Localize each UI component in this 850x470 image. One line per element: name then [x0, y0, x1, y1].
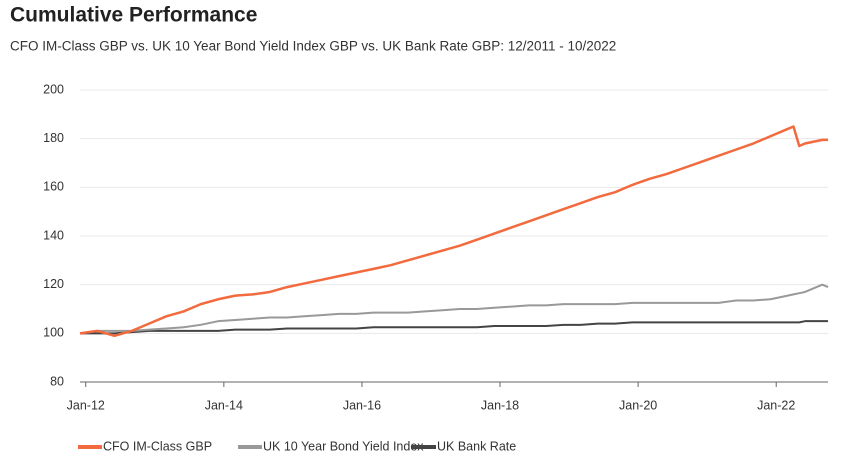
- series-line: [79, 125, 828, 338]
- x-tick-label: Jan-18: [481, 398, 519, 412]
- chart-title: Cumulative Performance: [10, 4, 257, 27]
- y-tick-label: 80: [50, 374, 64, 388]
- legend-label: UK Bank Rate: [437, 439, 516, 453]
- y-tick-label: 100: [43, 326, 64, 340]
- x-tick-label: Jan-14: [205, 398, 243, 412]
- y-tick-label: 120: [43, 277, 64, 291]
- y-tick-label: 180: [43, 131, 64, 145]
- y-tick-label: 140: [43, 228, 64, 242]
- series-line: [80, 320, 828, 335]
- series-line: [79, 283, 829, 335]
- x-tick-label: Jan-16: [343, 398, 381, 412]
- chart-subtitle: CFO IM-Class GBP vs. UK 10 Year Bond Yie…: [10, 39, 616, 54]
- legend-label: UK 10 Year Bond Yield Index: [263, 439, 424, 453]
- legend-label: CFO IM-Class GBP: [103, 439, 212, 453]
- x-tick-label: Jan-12: [67, 398, 105, 412]
- x-tick-label: Jan-22: [757, 398, 795, 412]
- y-tick-label: 200: [43, 82, 64, 96]
- x-tick-label: Jan-20: [619, 398, 657, 412]
- y-tick-label: 160: [43, 180, 64, 194]
